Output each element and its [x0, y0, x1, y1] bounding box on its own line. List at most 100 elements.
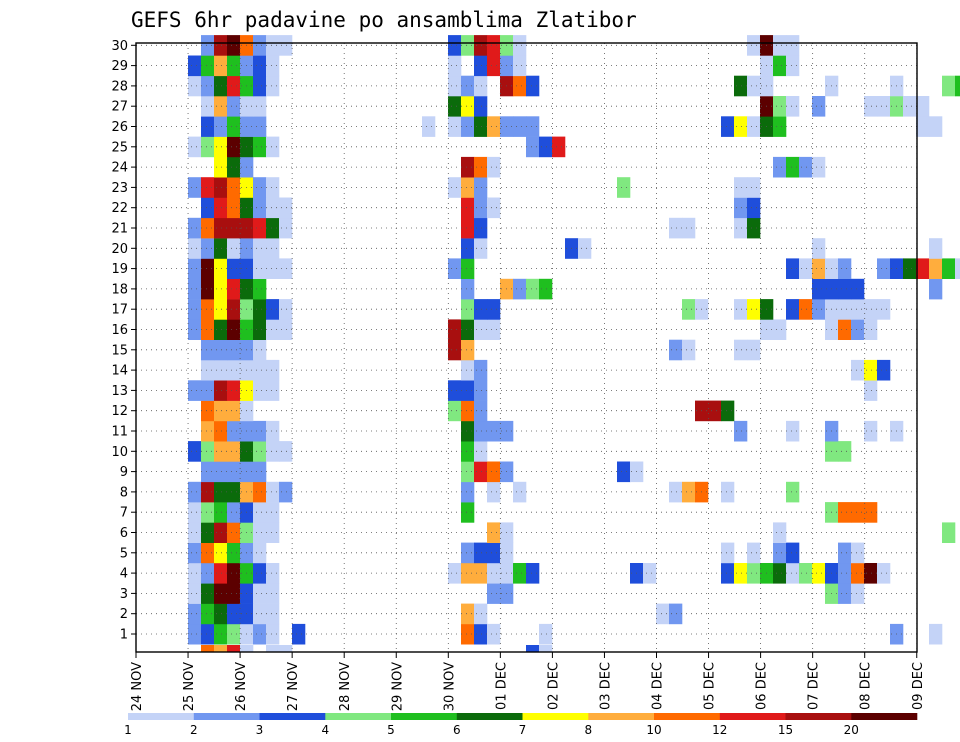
colorbar-swatch [128, 713, 194, 720]
heatmap-cell [838, 441, 852, 462]
heatmap-cell [188, 177, 202, 198]
colorbar-label: 5 [387, 723, 395, 737]
heatmap-cell [253, 420, 267, 442]
y-tick-label: 28 [111, 79, 128, 94]
heatmap-cell [955, 75, 960, 97]
y-tick-label: 23 [111, 181, 128, 196]
heatmap-cell [448, 258, 462, 279]
heatmap-cell [734, 197, 748, 219]
heatmap-cell [877, 563, 891, 584]
heatmap-cell [474, 75, 488, 97]
x-tick-label: 01 DEC [494, 662, 509, 710]
heatmap-cell [253, 177, 267, 198]
heatmap-cell [214, 522, 228, 543]
heatmap-cell [253, 319, 267, 340]
colorbar-swatch [259, 713, 326, 720]
heatmap-cell [227, 258, 241, 279]
heatmap-cell [201, 400, 215, 422]
chart-title: GEFS 6hr padavine po ansamblima Zlatibor [131, 8, 637, 32]
heatmap-cell [864, 299, 878, 320]
colorbar-label: 4 [321, 723, 329, 737]
heatmap-cell [227, 563, 241, 584]
y-tick-label: 18 [111, 282, 128, 297]
colorbar-swatch [785, 713, 852, 720]
heatmap-cell [201, 522, 215, 543]
heatmap-cell [474, 116, 488, 137]
heatmap-cell [864, 319, 878, 340]
heatmap-cell [253, 623, 267, 645]
heatmap-cells [188, 35, 960, 652]
heatmap-cell [461, 156, 475, 178]
heatmap-cell [526, 645, 540, 652]
heatmap-cell [188, 319, 202, 340]
heatmap-cell [786, 156, 800, 178]
heatmap-cell [253, 461, 267, 483]
heatmap-cell [851, 583, 865, 604]
heatmap-cell [474, 299, 488, 320]
heatmap-cell [461, 217, 475, 239]
heatmap-cell [929, 278, 943, 300]
x-axis-ticks: 24 NOV 25 NOV 26 NOV 27 NOV 28 NOV 29 NOV 30 N… [130, 652, 926, 711]
heatmap-cell [877, 258, 891, 279]
heatmap-cell [266, 623, 280, 645]
heatmap-cell [214, 55, 228, 77]
heatmap-cell [487, 461, 501, 483]
heatmap-cell [786, 55, 800, 77]
heatmap-cell [838, 319, 852, 340]
heatmap-cell [461, 420, 475, 442]
heatmap-cell [747, 217, 761, 239]
heatmap-cell [513, 278, 527, 300]
heatmap-cell [227, 623, 241, 645]
colorbar-label: 8 [584, 723, 592, 737]
heatmap-cell [812, 299, 826, 320]
heatmap-cell [253, 339, 267, 361]
heatmap-cell [214, 542, 228, 564]
heatmap-cell [214, 278, 228, 300]
x-tick-label: 08 DEC [859, 662, 874, 710]
x-tick-label: 03 DEC [599, 662, 614, 710]
heatmap-cell [838, 583, 852, 604]
heatmap-cell [253, 299, 267, 320]
heatmap-cell [266, 55, 280, 77]
heatmap-cell [266, 563, 280, 584]
heatmap-cell [253, 278, 267, 300]
heatmap-cell [214, 380, 228, 401]
heatmap-cell [266, 197, 280, 219]
heatmap-cell [201, 278, 215, 300]
y-tick-label: 27 [111, 100, 128, 115]
heatmap-cell [279, 197, 293, 219]
heatmap-cell [253, 583, 267, 604]
heatmap-cell [214, 136, 228, 158]
heatmap-cell [253, 542, 267, 564]
heatmap-cell [253, 359, 267, 381]
y-tick-label: 26 [111, 120, 128, 135]
heatmap-cell [448, 380, 462, 401]
heatmap-cell [214, 502, 228, 523]
heatmap-cell [838, 299, 852, 320]
x-tick-label: 27 NOV [286, 662, 301, 711]
colorbar-label: 2 [190, 723, 198, 737]
heatmap-cell [188, 441, 202, 462]
heatmap-cell [838, 542, 852, 564]
heatmap-cell [851, 278, 865, 300]
heatmap-cell [734, 299, 748, 320]
heatmap-cell [799, 299, 813, 320]
heatmap-cell [773, 542, 787, 564]
y-tick-label: 14 [111, 364, 128, 379]
y-tick-label: 4 [120, 567, 128, 582]
heatmap-cell [227, 136, 241, 158]
heatmap-cell [734, 420, 748, 442]
heatmap-cell [513, 116, 527, 137]
heatmap-cell [201, 96, 215, 117]
y-tick-label: 6 [120, 526, 128, 541]
heatmap-cell [942, 258, 956, 279]
heatmap-cell [201, 502, 215, 523]
heatmap-cell [461, 359, 475, 381]
heatmap-cell [214, 299, 228, 320]
heatmap-cell [214, 238, 228, 259]
heatmap-cell [227, 461, 241, 483]
heatmap-cell [747, 197, 761, 219]
heatmap-cell [201, 461, 215, 483]
heatmap-cell [279, 217, 293, 239]
heatmap-cell [474, 359, 488, 381]
